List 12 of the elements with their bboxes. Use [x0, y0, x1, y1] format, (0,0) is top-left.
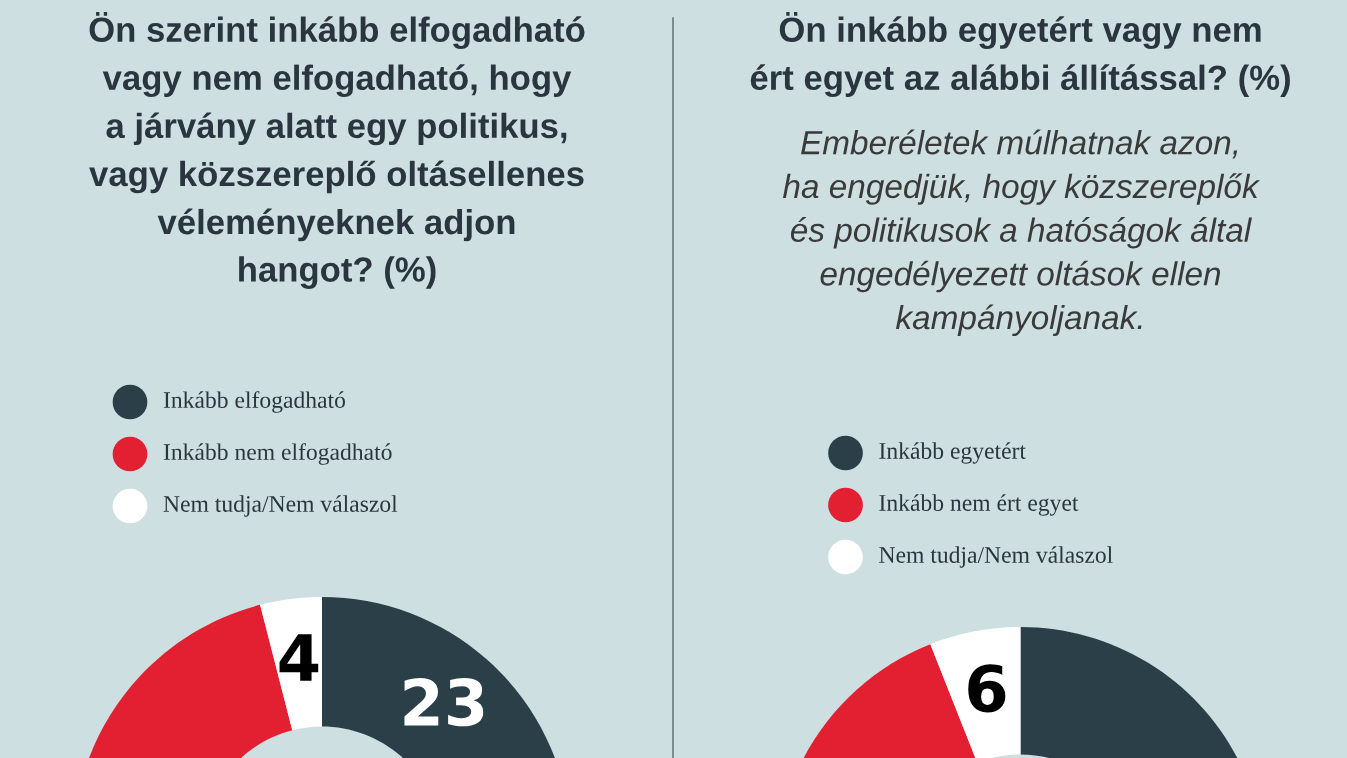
chart-subtitle: Emberéletek múlhatnak azon, ha engedjük, hogy közszereplők és politikusok a hatóságok által engedélyezett oltások ellen kampányoljanak.: [782, 129, 1261, 337]
legend-label: Inkább nem ért egyet: [879, 494, 1079, 516]
legend-label: Nem tudja/Nem válaszol: [879, 546, 1113, 568]
data-label: 6: [968, 664, 1006, 713]
legend-label: Inkább egyetért: [879, 442, 1026, 464]
chart-title: Ön szerint inkább elfogadható vagy nem elfogadható, hogy a járvány alatt egy politikus, vagy közszereplő oltásellenes véleményeknek adjon hangot? (%): [89, 12, 585, 289]
legend-label: Nem tudja/Nem válaszol: [163, 495, 398, 517]
legend-label: Inkább elfogadható: [163, 391, 346, 413]
data-label: 23: [404, 678, 484, 727]
chart-title: Ön inkább egyetért vagy nem ért egyet az alábbi állítással? (%): [750, 12, 1290, 98]
legend-label: Inkább nem elfogadható: [163, 443, 392, 465]
data-label: 4: [279, 634, 319, 681]
